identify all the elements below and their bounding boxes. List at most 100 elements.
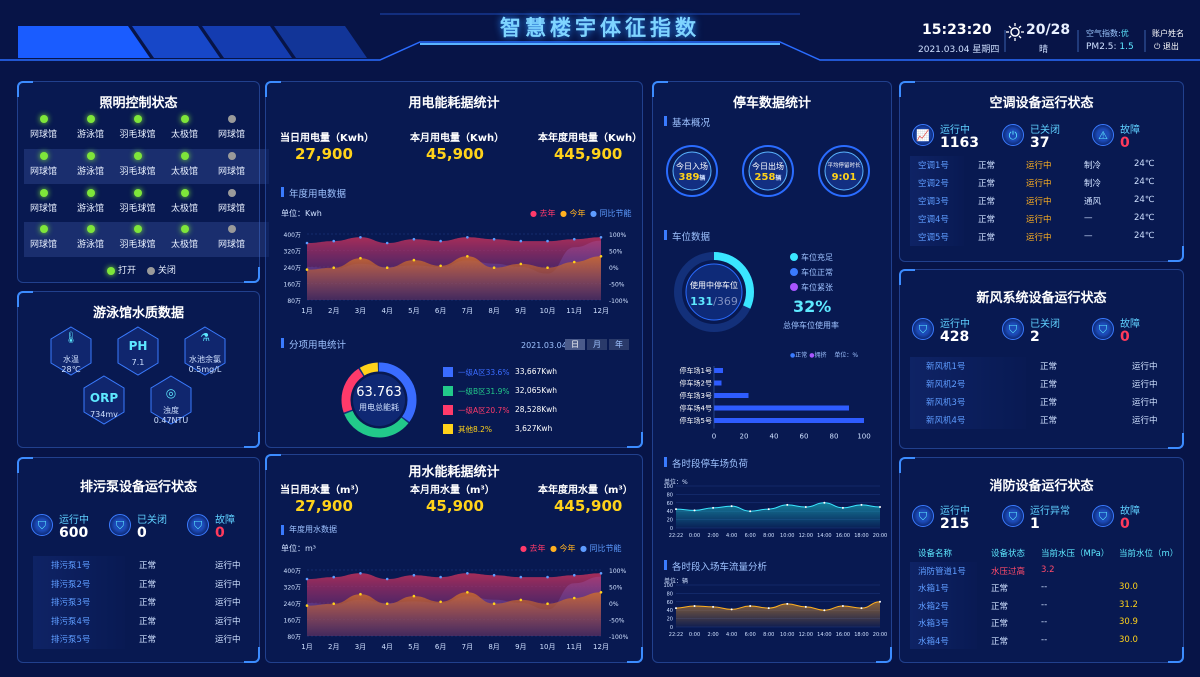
point-this-year bbox=[305, 268, 309, 271]
table-cell: 运行中 bbox=[215, 598, 241, 608]
light-网球馆[interactable]: 网球馆 bbox=[209, 186, 254, 214]
light-label: 网球馆 bbox=[217, 130, 245, 140]
power-icon: ⏻ bbox=[1002, 124, 1024, 146]
table-row[interactable]: 消防管道1号 水压过高 3.2 bbox=[914, 562, 1179, 579]
light-太极馆[interactable]: 太极馆 bbox=[162, 222, 207, 250]
y-tick-label: 0 bbox=[670, 526, 673, 532]
table-row[interactable]: 空调2号 正常 运行中 制冷 24℃ bbox=[914, 174, 1174, 191]
table-row[interactable]: 新风机1号 正常 运行中 bbox=[914, 357, 1174, 374]
donut-legend-name: 其他8.2% bbox=[458, 425, 493, 434]
table-cell: — bbox=[1084, 213, 1093, 223]
table-cell: 正常 bbox=[978, 215, 996, 225]
data-point bbox=[767, 508, 770, 511]
donut-legend-swatch bbox=[443, 367, 453, 377]
legend-item: ● 去年 bbox=[530, 209, 556, 218]
light-太极馆[interactable]: 太极馆 bbox=[162, 149, 207, 177]
light-羽毛球馆[interactable]: 羽毛球馆 bbox=[115, 149, 160, 177]
light-网球馆[interactable]: 网球馆 bbox=[21, 112, 66, 140]
parking-legend-dot bbox=[790, 253, 798, 261]
light-太极馆[interactable]: 太极馆 bbox=[162, 112, 207, 140]
table-cell: 运行中 bbox=[1132, 398, 1158, 408]
light-游泳馆[interactable]: 游泳馆 bbox=[68, 186, 113, 214]
light-太极馆[interactable]: 太极馆 bbox=[162, 186, 207, 214]
stat-label: 已关闭 bbox=[1030, 125, 1060, 136]
kpi-value: 45,900 bbox=[426, 497, 484, 515]
x-tick-label: 6月 bbox=[435, 643, 446, 651]
stat-label: 运行异常 bbox=[1030, 506, 1070, 517]
table-row[interactable]: 空调3号 正常 运行中 通风 24℃ bbox=[914, 192, 1174, 209]
table-row[interactable]: 水箱3号 正常 -- 30.9 bbox=[914, 614, 1179, 631]
data-point bbox=[693, 509, 696, 512]
table-cell: 新风机1号 bbox=[926, 362, 966, 372]
light-status-dot bbox=[133, 189, 142, 197]
series-line bbox=[675, 601, 881, 611]
point-this-year bbox=[546, 602, 549, 605]
point-this-year bbox=[599, 255, 603, 258]
tab-month[interactable]: 月 bbox=[587, 339, 607, 350]
light-网球馆[interactable]: 网球馆 bbox=[209, 149, 254, 177]
pool-turbidity-value: 0.47NTU bbox=[153, 416, 189, 425]
table-row[interactable]: 新风机2号 正常 运行中 bbox=[914, 375, 1174, 392]
table-row[interactable]: 空调1号 正常 运行中 制冷 24℃ bbox=[914, 156, 1174, 173]
table-cell: 排污泵3号 bbox=[51, 598, 91, 608]
light-网球馆[interactable]: 网球馆 bbox=[21, 222, 66, 250]
x-tick-label: 9月 bbox=[515, 307, 526, 315]
table-cell: 运行中 bbox=[215, 616, 241, 627]
tab-year[interactable]: 年 bbox=[609, 339, 629, 350]
table-cell: 正常 bbox=[978, 161, 996, 171]
table-row[interactable]: 空调5号 正常 运行中 — 24℃ bbox=[914, 228, 1174, 245]
point-last-year bbox=[546, 239, 549, 243]
pool-ph-label: PH bbox=[128, 339, 148, 353]
table-row[interactable]: 排污泵3号 正常 运行中 bbox=[37, 593, 247, 610]
light-网球馆[interactable]: 网球馆 bbox=[21, 149, 66, 177]
x-tick-label: 0:00 bbox=[689, 632, 700, 638]
light-游泳馆[interactable]: 游泳馆 bbox=[68, 112, 113, 140]
table-row[interactable]: 排污泵1号 正常 运行中 bbox=[37, 556, 247, 573]
table-cell: 水压过高 bbox=[991, 566, 1026, 577]
series-area bbox=[676, 502, 880, 528]
bar bbox=[714, 418, 864, 423]
data-point bbox=[730, 608, 733, 611]
table-row[interactable]: 新风机4号 正常 运行中 bbox=[914, 411, 1174, 428]
table-row[interactable]: 水箱4号 正常 -- 30.0 bbox=[914, 632, 1179, 649]
tab-day[interactable]: 日 bbox=[565, 339, 585, 350]
logout-button[interactable]: ⏻ 退出 bbox=[1154, 42, 1179, 51]
light-羽毛球馆[interactable]: 羽毛球馆 bbox=[115, 222, 160, 250]
table-row[interactable]: 排污泵2号 正常 运行中 bbox=[37, 575, 247, 592]
kpi-label: 本月用水量（m³） bbox=[410, 485, 495, 496]
light-status-dot bbox=[86, 115, 95, 123]
light-游泳馆[interactable]: 游泳馆 bbox=[68, 222, 113, 250]
pool-temp-value: 28℃ bbox=[61, 365, 81, 374]
light-网球馆[interactable]: 网球馆 bbox=[21, 186, 66, 214]
point-this-year bbox=[572, 260, 576, 264]
y-tick-label: 100 bbox=[663, 583, 673, 589]
light-网球馆[interactable]: 网球馆 bbox=[209, 112, 254, 140]
account-name[interactable]: 账户姓名 bbox=[1152, 29, 1184, 38]
light-status-dot bbox=[180, 152, 189, 160]
table-cell: 运行中 bbox=[1026, 179, 1052, 189]
table-row[interactable]: 排污泵5号 正常 运行中 bbox=[37, 630, 247, 647]
light-羽毛球馆[interactable]: 羽毛球馆 bbox=[115, 112, 160, 140]
table-cell: 24℃ bbox=[1134, 195, 1155, 205]
light-status-dot bbox=[133, 152, 142, 160]
kpi-value: 445,900 bbox=[554, 497, 623, 515]
table-row[interactable]: 水箱1号 正常 -- 30.0 bbox=[914, 579, 1179, 596]
table-row[interactable]: 排污泵4号 正常 运行中 bbox=[37, 612, 247, 629]
power-sub-date: 2021.03.04 bbox=[521, 341, 567, 350]
power-donut-chart bbox=[341, 362, 417, 438]
table-row[interactable]: 水箱2号 正常 -- 31.2 bbox=[914, 597, 1179, 614]
light-羽毛球馆[interactable]: 羽毛球馆 bbox=[115, 186, 160, 214]
x-tick-label: 8:00 bbox=[763, 533, 774, 539]
table-row[interactable]: 空调4号 正常 运行中 — 24℃ bbox=[914, 210, 1174, 227]
bar-category-label: 停车场4号 bbox=[680, 404, 712, 413]
light-网球馆[interactable]: 网球馆 bbox=[209, 222, 254, 250]
flow-unit: 单位：辆 bbox=[664, 578, 689, 585]
fresh-panel: 新风系统设备运行状态 bbox=[899, 269, 1184, 449]
power-annual-title: 年度用电数据 bbox=[281, 186, 346, 200]
donut-slice bbox=[341, 362, 417, 438]
fire-title: 消防设备运行状态 bbox=[989, 479, 1094, 494]
light-游泳馆[interactable]: 游泳馆 bbox=[68, 149, 113, 177]
data-point bbox=[749, 510, 752, 513]
table-row[interactable]: 新风机3号 正常 运行中 bbox=[914, 393, 1174, 410]
circle-label: 今日出场 bbox=[752, 162, 784, 171]
